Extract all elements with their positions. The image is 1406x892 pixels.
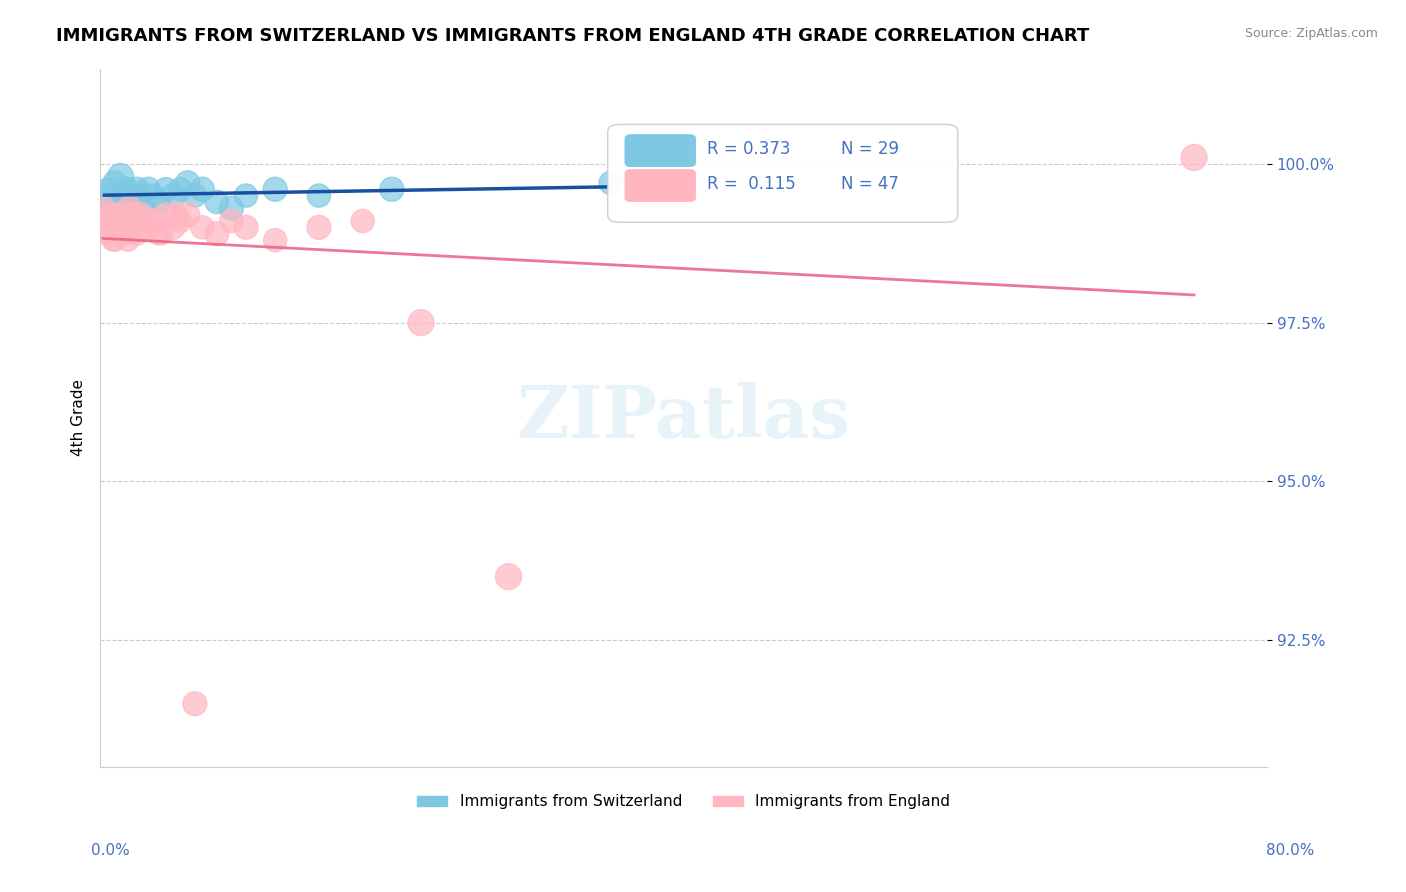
Point <box>114 214 136 228</box>
Text: 80.0%: 80.0% <box>1267 843 1315 858</box>
Point <box>150 227 173 241</box>
Point <box>308 220 330 235</box>
Point <box>235 188 257 202</box>
Legend: Immigrants from Switzerland, Immigrants from England: Immigrants from Switzerland, Immigrants … <box>411 789 956 815</box>
Point <box>264 182 287 196</box>
Point <box>142 188 165 202</box>
Point <box>141 214 163 228</box>
FancyBboxPatch shape <box>626 169 695 202</box>
Point <box>308 188 330 202</box>
Point <box>108 220 131 235</box>
Point <box>235 220 257 235</box>
Point <box>191 182 214 196</box>
Point <box>105 208 128 222</box>
Point <box>117 233 139 247</box>
Point <box>91 214 114 228</box>
Point <box>132 201 155 215</box>
Point <box>96 182 118 196</box>
Point <box>498 570 520 584</box>
Text: N = 47: N = 47 <box>841 175 898 193</box>
Text: N = 29: N = 29 <box>841 140 898 158</box>
Text: 0.0%: 0.0% <box>91 843 131 858</box>
Point <box>176 208 198 222</box>
Point <box>93 188 115 202</box>
Text: IMMIGRANTS FROM SWITZERLAND VS IMMIGRANTS FROM ENGLAND 4TH GRADE CORRELATION CHA: IMMIGRANTS FROM SWITZERLAND VS IMMIGRANT… <box>56 27 1090 45</box>
Point <box>352 214 374 228</box>
Point <box>155 182 177 196</box>
Point <box>599 176 621 190</box>
Point <box>115 182 138 196</box>
Point <box>111 227 134 241</box>
Text: Source: ZipAtlas.com: Source: ZipAtlas.com <box>1244 27 1378 40</box>
Point <box>148 194 170 209</box>
Point <box>184 697 207 711</box>
Point <box>101 220 124 235</box>
Point <box>112 208 135 222</box>
Point <box>110 227 132 241</box>
Point <box>98 214 121 228</box>
Point <box>112 188 135 202</box>
Point <box>148 227 170 241</box>
Point <box>120 220 142 235</box>
Point <box>104 233 127 247</box>
Point <box>165 208 187 222</box>
Point <box>169 214 191 228</box>
Point <box>221 214 243 228</box>
Point <box>145 214 167 228</box>
Point <box>93 201 115 215</box>
Point <box>129 208 152 222</box>
Point <box>132 220 155 235</box>
FancyBboxPatch shape <box>626 135 695 166</box>
Point <box>264 233 287 247</box>
Text: R = 0.373: R = 0.373 <box>707 140 790 158</box>
Point <box>122 208 145 222</box>
Point <box>107 214 129 228</box>
Point <box>107 201 129 215</box>
Point <box>125 227 148 241</box>
Point <box>125 182 148 196</box>
Point <box>205 194 228 209</box>
Y-axis label: 4th Grade: 4th Grade <box>72 379 86 457</box>
Point <box>96 220 118 235</box>
Point <box>115 220 138 235</box>
Point <box>118 188 141 202</box>
Text: R =  0.115: R = 0.115 <box>707 175 796 193</box>
Point <box>121 214 143 228</box>
Point <box>176 176 198 190</box>
Point <box>97 208 120 222</box>
Point <box>221 201 243 215</box>
Point <box>381 182 404 196</box>
Point <box>104 176 127 190</box>
Point <box>136 182 159 196</box>
Point <box>205 227 228 241</box>
FancyBboxPatch shape <box>607 124 957 222</box>
Point <box>118 201 141 215</box>
Point <box>169 182 191 196</box>
Point <box>155 208 177 222</box>
Point <box>409 316 432 330</box>
Point <box>103 233 125 247</box>
Point <box>94 227 117 241</box>
Point <box>129 188 152 202</box>
Point <box>1182 151 1205 165</box>
Point <box>127 214 149 228</box>
Point <box>121 194 143 209</box>
Text: ZIPatlas: ZIPatlas <box>516 383 851 453</box>
Point <box>162 188 184 202</box>
Point <box>162 220 184 235</box>
Point <box>135 220 157 235</box>
Point <box>101 194 124 209</box>
Point <box>184 188 207 202</box>
Point <box>191 220 214 235</box>
Point <box>110 169 132 184</box>
